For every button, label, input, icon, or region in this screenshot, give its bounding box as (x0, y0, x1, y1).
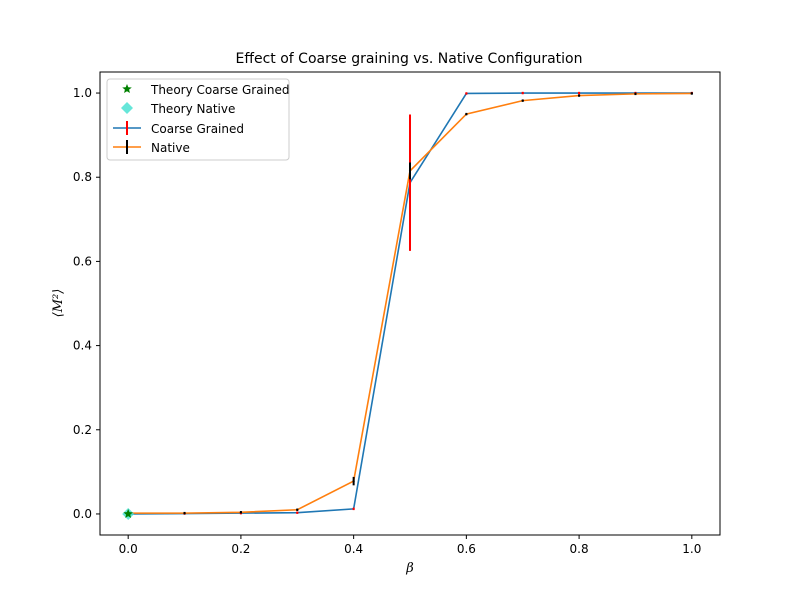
x-tick-label: 0.6 (457, 542, 476, 556)
legend-entry-theory-coarse-grained: Theory Coarse Grained (122, 83, 290, 97)
y-tick-label: 0.6 (73, 254, 92, 268)
y-axis-label: ⟨M²⟩ (51, 289, 66, 318)
y-axis: 0.0 0.2 0.4 0.6 0.8 1.0 (73, 86, 100, 521)
data-point-coarse-grained (352, 507, 355, 511)
theory-coarse-grained-marker (123, 508, 133, 518)
data-point-native (183, 512, 186, 515)
data-point-coarse-grained (408, 181, 412, 184)
legend-star (122, 84, 132, 94)
legend-box (106, 78, 290, 161)
x-axis-label: β (405, 561, 414, 576)
legend-label: Theory Coarse Grained (150, 83, 290, 97)
data-point-coarse-grained (296, 511, 299, 514)
legend-entry-coarse-grained: Coarse Grained (113, 121, 244, 136)
data-point-native (465, 112, 468, 116)
data-point-native (296, 508, 299, 511)
x-tick-label: 1.0 (682, 542, 701, 556)
legend-diamond (121, 102, 133, 114)
theory-layer (122, 507, 135, 520)
legend-line-errorbar-marker (113, 121, 141, 135)
data-point-native (239, 511, 243, 514)
data-point-native (577, 94, 581, 97)
legend-label: Native (151, 141, 190, 155)
legend: Theory Coarse Grained Theory Native Coar… (106, 78, 290, 161)
y-tick-label: 0.4 (73, 339, 92, 353)
plot-frame (99, 71, 721, 536)
y-tick-label: 0.8 (73, 170, 92, 184)
legend-label: Coarse Grained (151, 122, 244, 136)
legend-star-marker (122, 84, 132, 94)
x-tick-label: 0.2 (231, 542, 250, 556)
y-tick-label: 0.2 (73, 423, 92, 437)
legend-line-errorbar-marker (113, 140, 141, 154)
y-tick-label: 0.0 (73, 507, 92, 521)
legend-entry-native: Native (113, 140, 190, 155)
x-tick-label: 0.4 (344, 542, 363, 556)
data-point-native (521, 99, 524, 102)
x-axis: 0.0 0.2 0.4 0.6 0.8 1.0 (119, 535, 701, 556)
data-point-coarse-grained (577, 91, 581, 95)
series-layer (127, 91, 693, 516)
data-point-native (690, 92, 693, 95)
legend-entry-theory-native: Theory Native (121, 102, 235, 116)
chart-title: Effect of Coarse graining vs. Native Con… (235, 51, 582, 67)
x-tick-label: 0.0 (119, 542, 138, 556)
data-point-coarse-grained (465, 92, 468, 95)
y-tick-label: 1.0 (73, 86, 92, 100)
data-point-coarse-grained (521, 91, 524, 95)
x-tick-label: 0.8 (570, 542, 589, 556)
legend-label: Theory Native (150, 102, 235, 116)
data-point-native (352, 480, 355, 483)
legend-diamond-marker (121, 102, 133, 114)
data-point-native (634, 92, 637, 95)
data-point-native (408, 169, 412, 173)
